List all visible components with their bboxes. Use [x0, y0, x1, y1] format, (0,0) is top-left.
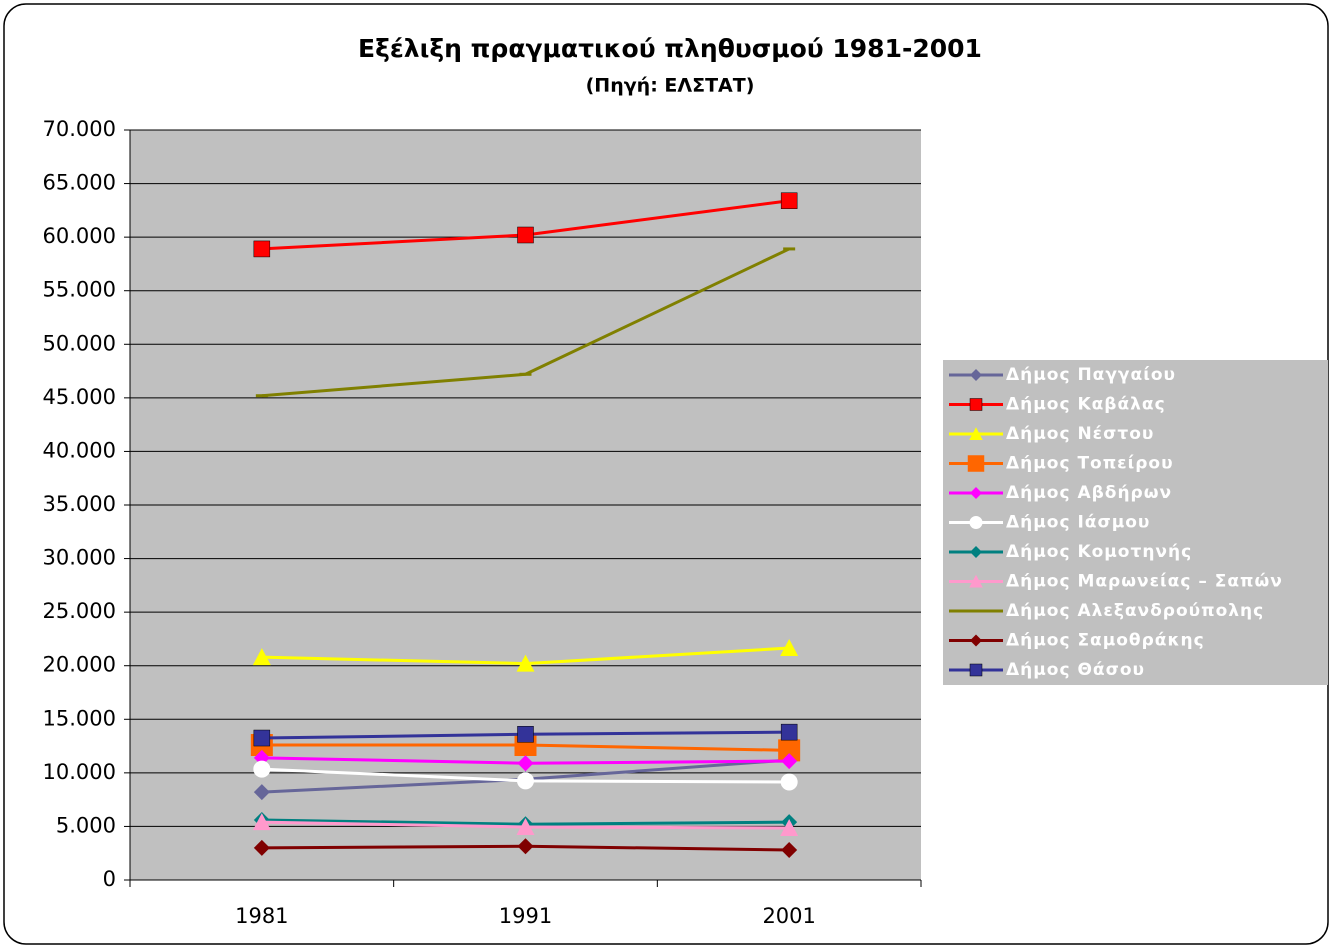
data-point [252, 813, 271, 831]
legend-label: Δήμος Τοπείρου [1006, 454, 1174, 474]
data-point [783, 247, 796, 251]
legend-marker [969, 663, 983, 677]
legend-marker [970, 634, 982, 647]
legend-label: Δήμος Αλεξανδρούπολης [1006, 601, 1264, 621]
legend-label: Δήμος Νέστου [1006, 424, 1154, 444]
data-point [517, 755, 534, 772]
data-point [253, 760, 271, 778]
x-tick-label: 2001 [762, 904, 815, 928]
data-point [780, 723, 798, 741]
legend-marker [969, 574, 983, 588]
legend-marker [970, 546, 982, 558]
data-point [780, 192, 798, 209]
y-tick-label: 50.000 [43, 331, 116, 355]
data-point [517, 772, 534, 790]
legend-marker [969, 398, 983, 411]
legend-box [943, 360, 1328, 685]
chart-title: Εξέλιξη πραγματικού πληθυσμού 1981-2001 [358, 34, 982, 63]
legend-marker [969, 516, 983, 529]
y-tick-label: 45.000 [43, 385, 116, 409]
data-point [778, 739, 801, 762]
data-point [253, 784, 270, 801]
data-point [252, 648, 271, 666]
legend-marker [970, 369, 982, 381]
chart-subtitle: (Πηγή: ΕΛΣΤΑΤ) [586, 75, 755, 97]
y-tick-label: 25.000 [43, 599, 116, 623]
legend-label: Δήμος Παγγαίου [1006, 365, 1176, 385]
y-tick-label: 30.000 [43, 546, 116, 570]
data-point [780, 639, 799, 657]
legend-label: Δήμος Κομοτηνής [1006, 542, 1192, 562]
legend-label: Δήμος Αβδήρων [1006, 483, 1172, 503]
data-point [517, 838, 534, 855]
legend-label: Δήμος Καβάλας [1006, 395, 1166, 415]
y-tick-label: 0 [103, 867, 116, 891]
legend-label: Δήμος Μαρωνείας – Σαπών [1006, 572, 1283, 592]
y-tick-label: 5.000 [56, 813, 116, 837]
data-point [516, 654, 535, 672]
data-point [255, 394, 268, 398]
y-tick-label: 65.000 [43, 171, 116, 195]
data-point [517, 726, 534, 743]
y-tick-label: 15.000 [43, 706, 116, 730]
y-tick-label: 55.000 [43, 278, 116, 302]
data-point [519, 372, 532, 376]
x-tick-label: 1991 [499, 904, 552, 928]
legend-marker [970, 487, 982, 499]
x-tick-label: 1981 [235, 904, 288, 928]
data-point [253, 729, 271, 747]
data-point [517, 226, 534, 244]
legend-label: Δήμος Σαμοθράκης [1006, 631, 1205, 651]
legend-marker [969, 427, 983, 440]
data-point [253, 240, 271, 258]
legend-marker [971, 609, 981, 613]
data-point [781, 842, 798, 858]
data-point [781, 753, 798, 770]
data-point [516, 817, 535, 835]
y-tick-label: 70.000 [43, 117, 116, 141]
y-tick-label: 35.000 [43, 492, 116, 516]
legend-marker [967, 455, 985, 472]
legend-label: Δήμος Ιάσμου [1006, 513, 1150, 533]
y-tick-label: 10.000 [43, 760, 116, 784]
legend-label: Δήμος Θάσου [1006, 660, 1145, 680]
data-point [253, 839, 270, 856]
data-point [780, 819, 799, 837]
y-tick-label: 20.000 [43, 653, 116, 677]
y-tick-label: 40.000 [43, 438, 116, 462]
data-point [780, 773, 798, 791]
y-tick-label: 60.000 [43, 224, 116, 248]
